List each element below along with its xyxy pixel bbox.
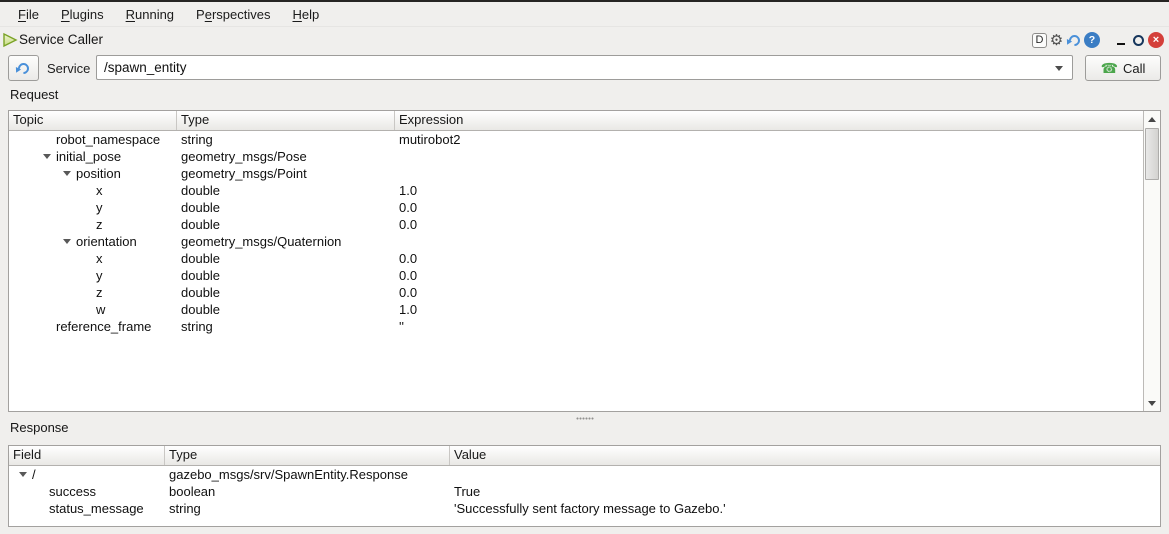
minimize-button[interactable] bbox=[1112, 32, 1129, 49]
expand-arrow-icon[interactable] bbox=[43, 154, 51, 159]
menu-plugins[interactable]: Plugins bbox=[60, 6, 104, 22]
column-header-topic[interactable]: Topic bbox=[9, 111, 177, 130]
response-table-header: Field Type Value bbox=[9, 446, 1160, 466]
pane-splitter-handle[interactable] bbox=[576, 417, 594, 420]
expression-cell[interactable]: 0.0 bbox=[399, 285, 418, 300]
expression-cell[interactable] bbox=[395, 233, 1160, 250]
service-label: Service bbox=[47, 61, 91, 76]
table-row[interactable]: x double 1.0 bbox=[9, 182, 1160, 199]
phone-icon: ☎ bbox=[1100, 59, 1119, 76]
request-table-header: Topic Type Expression bbox=[9, 111, 1160, 131]
expression-cell[interactable]: 1.0 bbox=[399, 302, 418, 317]
table-row[interactable]: position geometry_msgs/Point bbox=[9, 165, 1160, 182]
table-row[interactable]: status_message string 'Successfully sent… bbox=[49, 501, 726, 516]
response-section-label: Response bbox=[10, 420, 69, 435]
scroll-down-button[interactable] bbox=[1144, 395, 1160, 411]
chevron-down-icon bbox=[1055, 66, 1063, 71]
request-section-label: Request bbox=[10, 87, 59, 102]
plugin-titlebar-buttons: D ⚙ ? × bbox=[1032, 31, 1164, 49]
expression-cell[interactable]: mutirobot2 bbox=[399, 132, 461, 147]
response-table: Field Type Value / gazebo_msgs/srv/Spawn… bbox=[8, 445, 1161, 527]
refresh-services-button[interactable] bbox=[8, 55, 39, 81]
response-table-body: / gazebo_msgs/srv/SpawnEntity.Response s… bbox=[9, 466, 1160, 517]
expression-cell[interactable] bbox=[395, 148, 1160, 165]
dock-button[interactable]: D bbox=[1032, 32, 1047, 48]
table-row[interactable]: w double 1.0 bbox=[9, 301, 1160, 318]
column-header-expression[interactable]: Expression bbox=[399, 112, 464, 127]
menu-bar: File Plugins Running Perspectives Help bbox=[0, 2, 1169, 27]
expression-cell[interactable]: 0.0 bbox=[399, 217, 418, 232]
triangle-down-icon bbox=[1148, 400, 1156, 406]
expand-arrow-icon[interactable] bbox=[63, 239, 71, 244]
column-header-type[interactable]: Type bbox=[177, 111, 395, 130]
expression-cell[interactable]: 0.0 bbox=[399, 268, 418, 283]
table-row[interactable]: y double 0.0 bbox=[9, 199, 1160, 216]
expression-cell[interactable]: 0.0 bbox=[399, 251, 418, 266]
call-button[interactable]: ☎ Call bbox=[1085, 55, 1161, 81]
table-row[interactable]: orientation geometry_msgs/Quaternion bbox=[9, 233, 1160, 250]
restore-button[interactable] bbox=[1130, 32, 1147, 49]
menu-running[interactable]: Running bbox=[125, 6, 175, 22]
request-vertical-scrollbar[interactable] bbox=[1143, 111, 1160, 411]
help-icon[interactable]: ? bbox=[1084, 32, 1100, 48]
plugin-title-bar: Service Caller D ⚙ ? × bbox=[0, 28, 1169, 52]
column-header-value[interactable]: Value bbox=[454, 447, 487, 462]
reload-plugin-icon[interactable] bbox=[1066, 32, 1083, 49]
service-combobox[interactable]: /spawn_entity bbox=[96, 55, 1073, 80]
triangle-up-icon bbox=[1148, 116, 1156, 122]
table-row[interactable]: reference_frame string '' bbox=[9, 318, 1160, 335]
scrollbar-thumb[interactable] bbox=[1145, 128, 1159, 180]
plugin-title: Service Caller bbox=[19, 32, 104, 47]
expand-arrow-icon[interactable] bbox=[19, 472, 27, 477]
scroll-up-button[interactable] bbox=[1144, 111, 1160, 127]
table-row[interactable]: y double 0.0 bbox=[9, 267, 1160, 284]
expression-cell[interactable] bbox=[395, 165, 1160, 182]
menu-file[interactable]: File bbox=[18, 6, 39, 22]
column-header-type[interactable]: Type bbox=[165, 446, 450, 465]
minimize-icon bbox=[1116, 42, 1125, 46]
table-row[interactable]: z double 0.0 bbox=[9, 284, 1160, 301]
request-table-body: robot_namespace string mutirobot2 initia… bbox=[9, 131, 1160, 335]
menu-help[interactable]: Help bbox=[292, 6, 320, 22]
table-row[interactable]: initial_pose geometry_msgs/Pose bbox=[9, 148, 1160, 165]
expression-cell[interactable]: 0.0 bbox=[399, 200, 418, 215]
call-button-label: Call bbox=[1123, 60, 1146, 76]
table-row[interactable]: success boolean True bbox=[49, 484, 481, 499]
window-top-edge bbox=[0, 0, 1169, 2]
expression-cell[interactable]: '' bbox=[399, 319, 404, 334]
service-caller-plugin-icon bbox=[3, 32, 18, 48]
settings-gear-icon[interactable]: ⚙ bbox=[1049, 31, 1064, 49]
expression-cell[interactable]: 1.0 bbox=[399, 183, 418, 198]
request-table: Topic Type Expression robot_namespace st… bbox=[8, 110, 1161, 412]
menu-perspectives[interactable]: Perspectives bbox=[196, 6, 271, 22]
table-row[interactable]: x double 0.0 bbox=[9, 250, 1160, 267]
restore-icon bbox=[1133, 34, 1144, 46]
refresh-icon bbox=[15, 60, 32, 76]
table-row[interactable]: z double 0.0 bbox=[9, 216, 1160, 233]
table-row[interactable]: robot_namespace string mutirobot2 bbox=[9, 131, 1160, 148]
close-button[interactable]: × bbox=[1148, 32, 1164, 48]
expand-arrow-icon[interactable] bbox=[63, 171, 71, 176]
column-header-field[interactable]: Field bbox=[9, 446, 165, 465]
service-combobox-value: /spawn_entity bbox=[104, 60, 187, 75]
table-row[interactable]: / gazebo_msgs/srv/SpawnEntity.Response bbox=[9, 466, 1160, 483]
